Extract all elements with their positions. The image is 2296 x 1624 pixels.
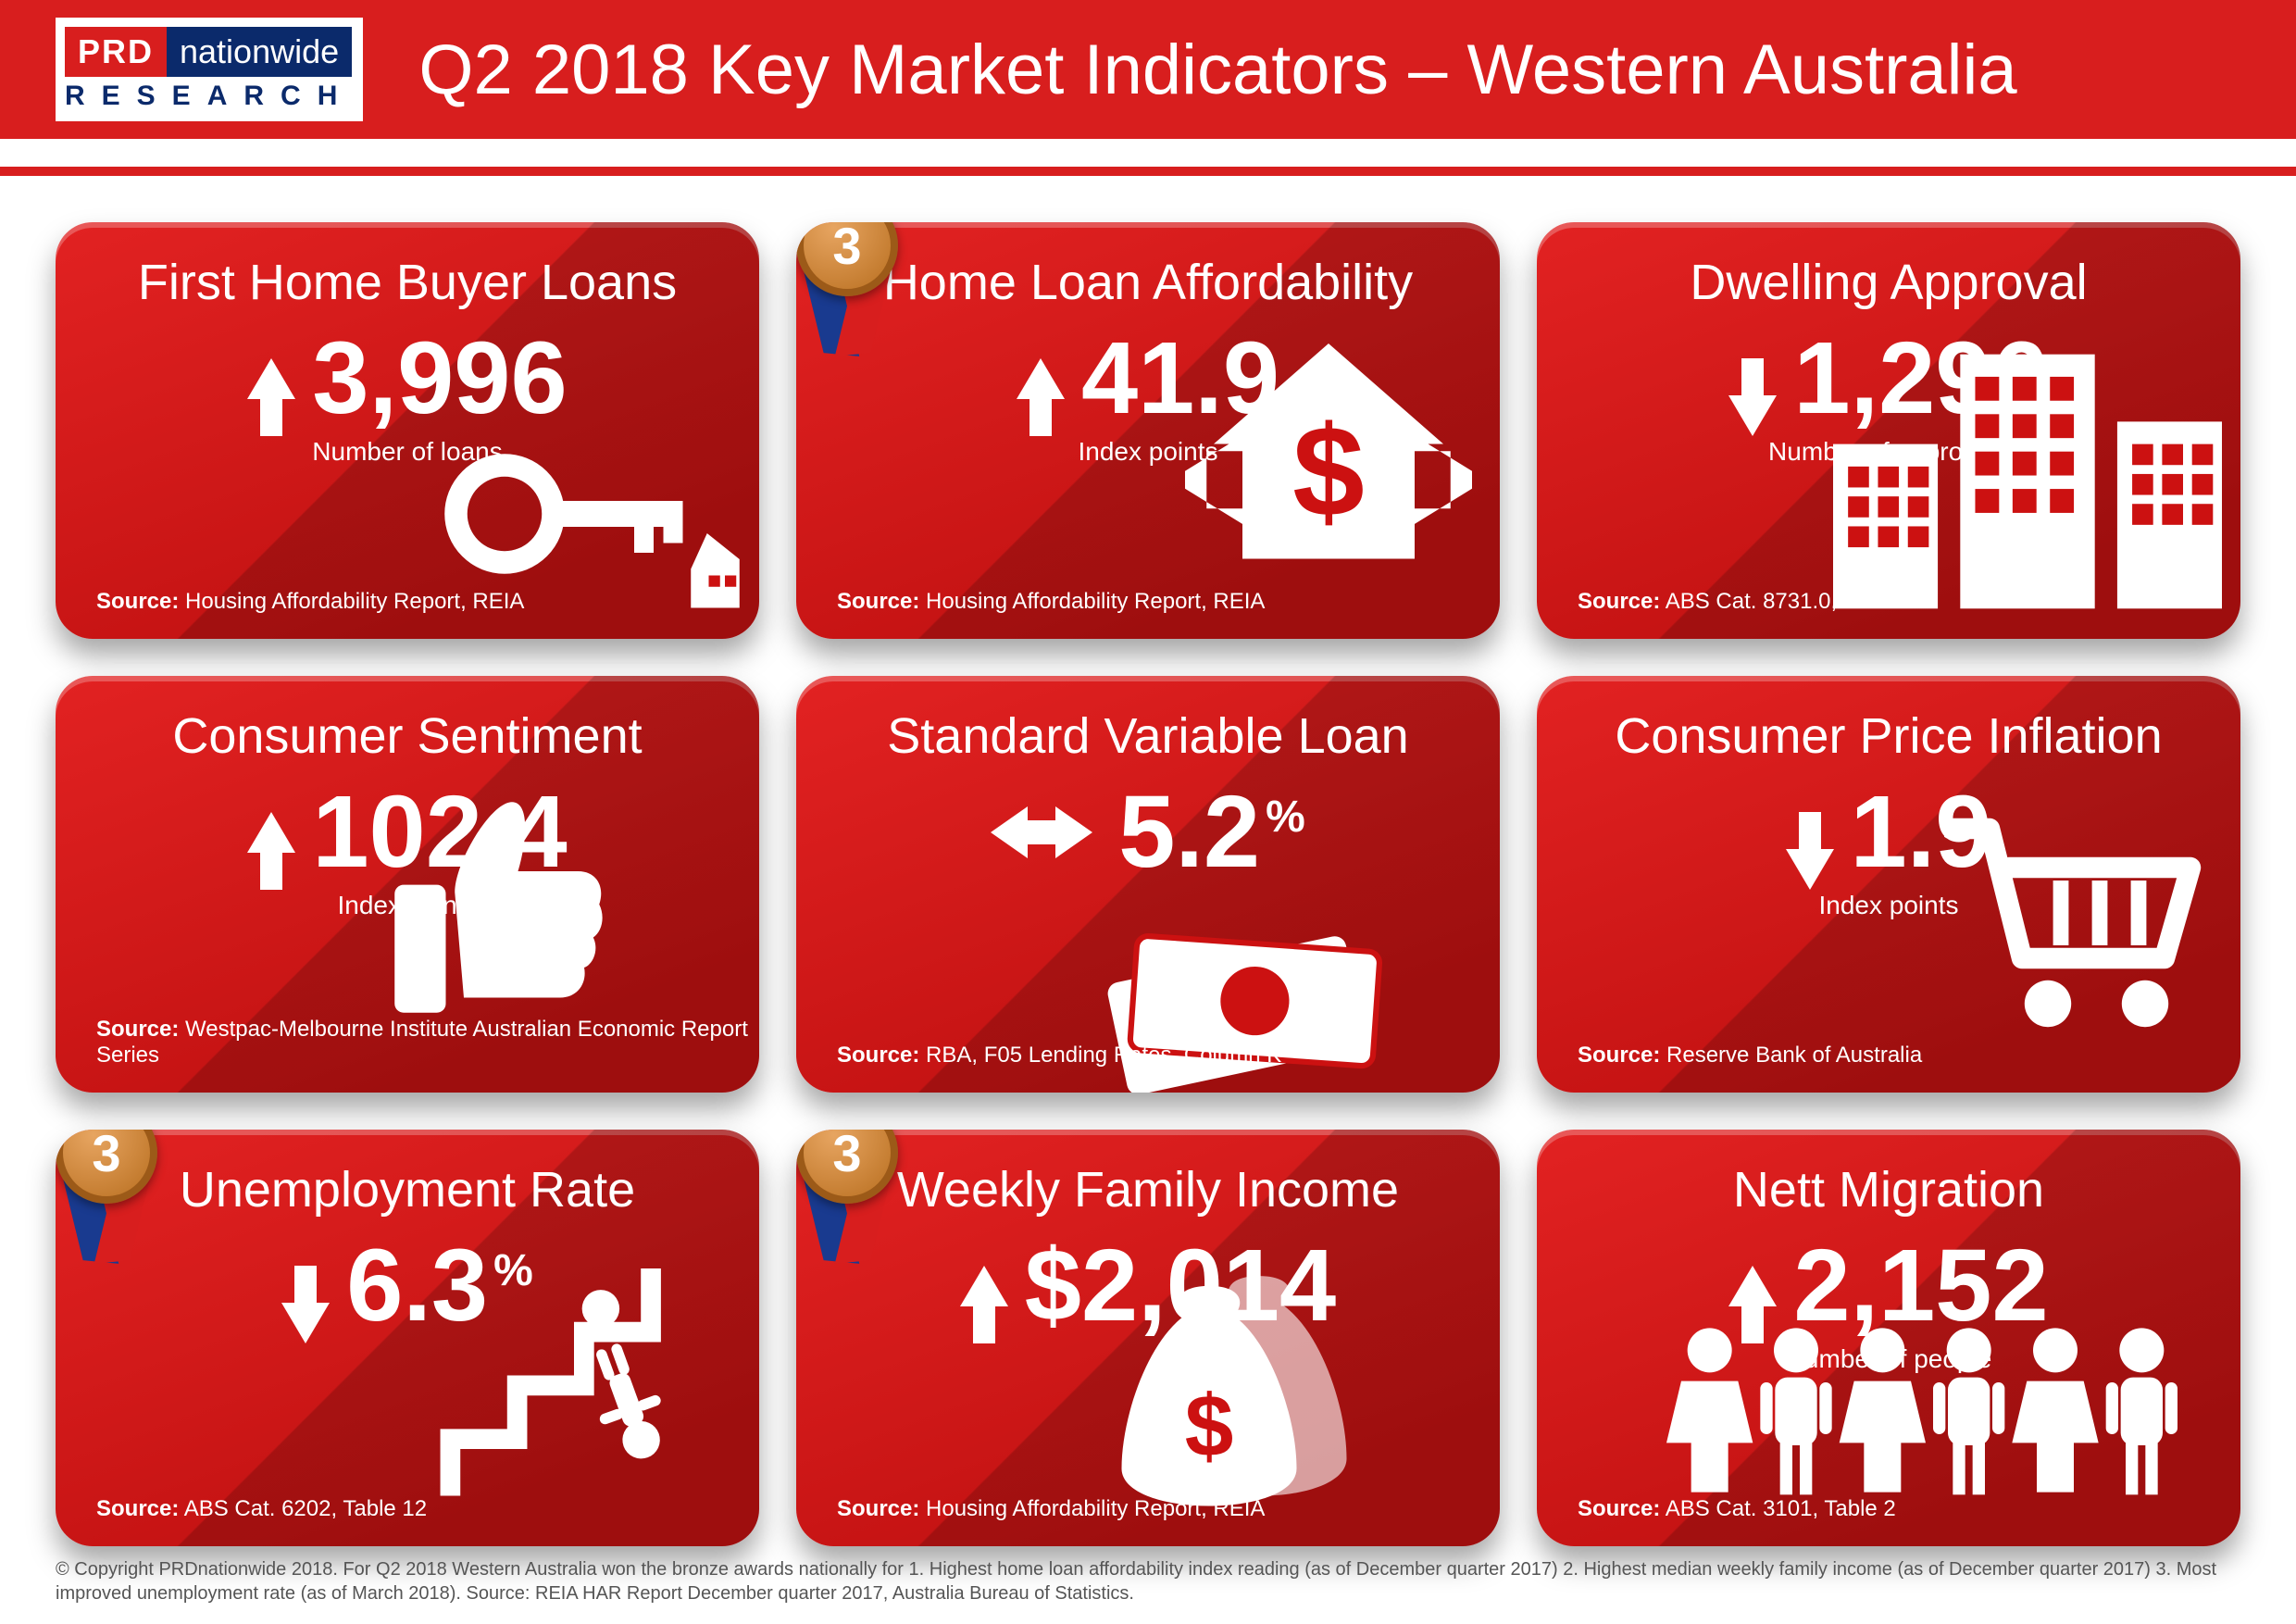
bronze-medal-badge: 3: [56, 1130, 176, 1268]
metric-unit: %: [1266, 795, 1305, 840]
card-source: Source: Westpac-Melbourne Institute Aust…: [96, 1017, 759, 1068]
card-source: Source: ABS Cat. 8731.0, Table 7: [1578, 589, 1915, 615]
people-icon: [1666, 1324, 2185, 1500]
bronze-medal-badge: 3: [796, 222, 917, 361]
arrow-up-icon: [247, 358, 295, 399]
card-source: Source: Reserve Bank of Australia: [1578, 1043, 1922, 1068]
arrow-down-icon: [1728, 395, 1777, 436]
indicator-card: Standard Variable Loan 5.2% Source: RBA,…: [796, 676, 1500, 1093]
card-title: Consumer Sentiment: [96, 707, 718, 765]
arrow-down-icon: [1786, 849, 1834, 890]
indicator-card: 3 Unemployment Rate 6.3% Source: ABS Cat…: [56, 1130, 759, 1546]
header-spacer: [0, 176, 2296, 204]
metric-row: 5.2%: [837, 781, 1459, 883]
header: PRD nationwide RESEARCH Q2 2018 Key Mark…: [0, 0, 2296, 139]
card-title: Weekly Family Income: [837, 1161, 1459, 1218]
bronze-medal-badge: 3: [796, 1130, 917, 1268]
card-title: First Home Buyer Loans: [96, 254, 718, 311]
arrow-up-icon: [247, 812, 295, 853]
card-title: Home Loan Affordability: [837, 254, 1459, 311]
metric-row: 3,996: [96, 328, 718, 430]
card-title: Standard Variable Loan: [837, 707, 1459, 765]
stairs-fall-icon: [426, 1268, 722, 1509]
header-spacer: [0, 139, 2296, 167]
indicator-card: 3 Home Loan Affordability 41.9 Index poi…: [796, 222, 1500, 639]
thumbs-up-icon: [380, 787, 620, 1028]
metric-value: 2,152: [1793, 1235, 2048, 1337]
logo-prd: PRD: [65, 27, 167, 77]
card-source: Source: Housing Affordability Report, RE…: [837, 1496, 1265, 1522]
card-title: Consumer Price Inflation: [1578, 707, 2200, 765]
footer-copyright: © Copyright PRDnationwide 2018. For Q2 2…: [56, 1557, 2240, 1605]
indicator-card: Dwelling Approval 1,296 Number of approv…: [1537, 222, 2240, 639]
page: PRD nationwide RESEARCH Q2 2018 Key Mark…: [0, 0, 2296, 1624]
indicator-card: First Home Buyer Loans 3,996 Number of l…: [56, 222, 759, 639]
indicator-card: Consumer Sentiment 102.4 Index points So…: [56, 676, 759, 1093]
logo-nationwide: nationwide: [167, 27, 352, 77]
arrow-down-icon: [281, 1303, 330, 1343]
money-bags-icon: [1120, 1268, 1398, 1518]
logo-research: RESEARCH: [65, 77, 354, 112]
card-title: Unemployment Rate: [96, 1161, 718, 1218]
arrow-up-icon: [1017, 358, 1065, 399]
page-title: Q2 2018 Key Market Indicators – Western …: [418, 30, 2016, 110]
house-dollar-icon: [1185, 315, 1472, 602]
card-source: Source: Housing Affordability Report, RE…: [837, 589, 1265, 615]
buildings-icon: [1833, 352, 2222, 611]
header-rule: [0, 167, 2296, 176]
card-source: Source: Housing Affordability Report, RE…: [96, 589, 524, 615]
metric-value: 5.2%: [1118, 781, 1305, 883]
logo: PRD nationwide RESEARCH: [56, 18, 363, 121]
indicator-card: 3 Weekly Family Income $2,014 Source: Ho…: [796, 1130, 1500, 1546]
card-source: Source: ABS Cat. 3101, Table 2: [1578, 1496, 1896, 1522]
metric-row: 2,152: [1578, 1235, 2200, 1337]
arrow-up-icon: [1728, 1266, 1777, 1306]
arrow-up-icon: [960, 1266, 1008, 1306]
card-source: Source: ABS Cat. 6202, Table 12: [96, 1496, 427, 1522]
cart-icon: [1944, 815, 2203, 1037]
indicator-card: Nett Migration 2,152 Number of people So…: [1537, 1130, 2240, 1546]
indicator-card: Consumer Price Inflation 1.9 Index point…: [1537, 676, 2240, 1093]
card-grid: First Home Buyer Loans 3,996 Number of l…: [0, 204, 2296, 1546]
key-house-icon: [435, 417, 759, 611]
metric-value: 3,996: [312, 328, 567, 430]
card-source: Source: RBA, F05 Lending Rates, Column K: [837, 1043, 1281, 1068]
arrow-both-icon: [991, 806, 1092, 858]
card-title: Dwelling Approval: [1578, 254, 2200, 311]
card-title: Nett Migration: [1578, 1161, 2200, 1218]
